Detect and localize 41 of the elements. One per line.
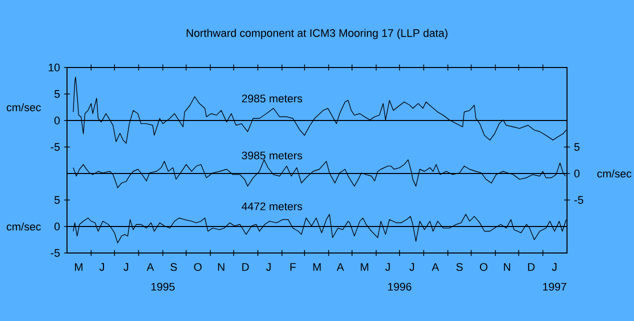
y2-axis-title: cm/sec (597, 169, 632, 178)
text: M (75, 263, 82, 271)
chart-title: 3985 meters (242, 152, 302, 160)
text: S (170, 263, 177, 271)
y-tick-label: 5 (54, 90, 60, 98)
text: O (194, 263, 202, 271)
y-tick-label: 10 (48, 64, 60, 72)
y2-tick-label: 5 (574, 143, 580, 151)
y-axis-title: cm/sec (6, 222, 41, 231)
chart-title: Northward component at ICM3 Mooring 17 (LLP data) (186, 28, 448, 40)
x-tick-label: 1997 (543, 282, 566, 291)
y-tick-label: 0 (54, 116, 60, 124)
chart-title: 4472 meters (242, 202, 302, 210)
y2-tick-label: 0 (574, 170, 580, 178)
text: J (552, 263, 556, 271)
y-tick-label: 5 (54, 196, 60, 204)
text: M (360, 263, 368, 271)
text: J (124, 263, 128, 271)
y-axis-title: cm/sec (6, 103, 41, 112)
text: N (504, 263, 510, 271)
y2-tick-label: -5 (574, 196, 584, 204)
text: A (336, 263, 344, 271)
text: F (290, 263, 296, 271)
text: A (146, 263, 154, 271)
x-tick-label: 1996 (388, 282, 412, 291)
text: J (266, 263, 271, 271)
text: O (480, 263, 488, 271)
text: J (385, 263, 390, 271)
y-tick-label: 0 (54, 222, 60, 230)
y-tick-label: -5 (50, 249, 60, 257)
text: J (409, 263, 414, 271)
text: M (313, 263, 321, 271)
text: S (456, 263, 463, 271)
x-tick-label: 1995 (151, 282, 175, 291)
y-tick-label: -5 (50, 143, 60, 151)
text: D (242, 263, 249, 271)
text: N (218, 263, 224, 271)
text: J (99, 263, 104, 271)
text: 2985 meters (242, 94, 302, 102)
text: A (432, 263, 440, 271)
text: D (528, 263, 535, 271)
